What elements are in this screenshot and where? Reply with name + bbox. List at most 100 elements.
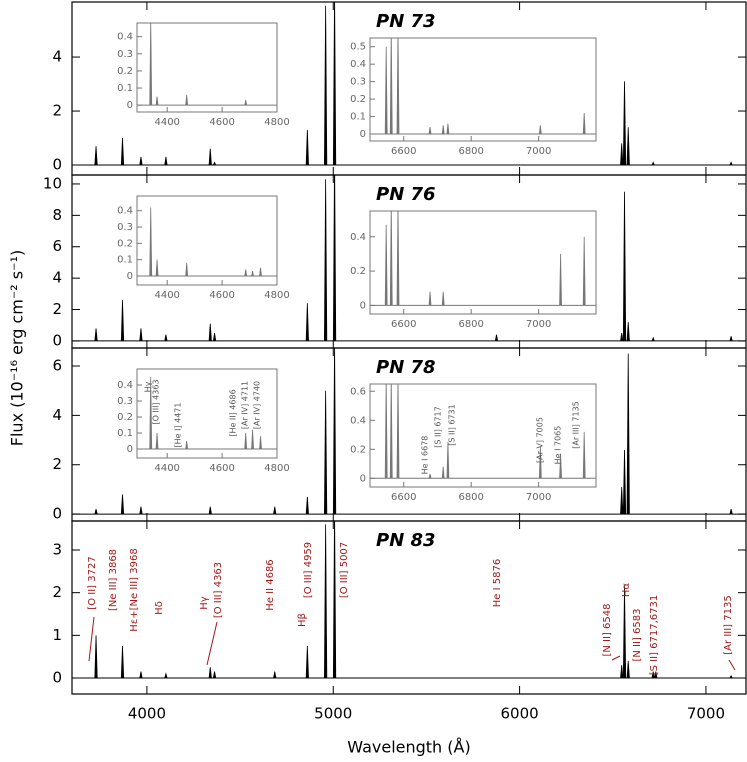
emission-line xyxy=(273,506,277,515)
emission-line xyxy=(729,509,733,515)
emission-line xyxy=(120,494,125,515)
x-tick-label: 6000 xyxy=(501,705,539,723)
inset-frame xyxy=(369,210,597,315)
inset-x-tick-label: 6800 xyxy=(458,492,483,503)
inset-y-tick-label: 0.3 xyxy=(117,222,133,233)
inset-x-tick-label: 4800 xyxy=(264,117,289,128)
emission-line xyxy=(729,336,733,342)
emission-line xyxy=(305,303,309,341)
panel: 0 1 2 3 4000 5000 6000 7000 PN 83 [O II] 3727 [Ne … xyxy=(52,520,747,723)
x-tick-label: 5000 xyxy=(314,705,352,723)
emission-line xyxy=(139,156,143,166)
emission-line xyxy=(428,291,432,306)
inset-frame-bg xyxy=(137,23,277,112)
emission-line xyxy=(273,671,277,679)
inset-y-tick-label: 0 xyxy=(127,100,133,111)
inset-y-tick-label: 0 xyxy=(360,129,366,140)
line-label: He I 6678 xyxy=(421,436,430,475)
inset-y-tick-label: 0.1 xyxy=(350,112,366,123)
inset-frame xyxy=(136,368,278,459)
inset-y-tick-label: 0.2 xyxy=(117,66,133,77)
inset-x-tick-label: 4400 xyxy=(154,463,179,474)
emission-line xyxy=(428,126,432,135)
panel-frame xyxy=(71,520,747,695)
inset-y-tick-label: 0.2 xyxy=(117,412,133,423)
line-label: [Ar V] 7005 xyxy=(536,417,545,463)
emission-line xyxy=(120,138,125,166)
emission-line xyxy=(620,665,624,679)
inset-x-tick-label: 7000 xyxy=(526,492,551,503)
inset-y-tick-label: 0 xyxy=(127,444,133,455)
y-axis-label: Flux (10⁻¹⁶ erg cm⁻² s⁻¹) xyxy=(8,250,27,446)
emission-line xyxy=(212,161,217,166)
line-label: [O III] 5007 xyxy=(339,542,350,598)
inset-x-tick-label: 4800 xyxy=(264,463,289,474)
emission-line xyxy=(384,46,388,135)
emission-line xyxy=(305,129,309,166)
emission-line xyxy=(139,506,143,515)
y-tick-label: 6 xyxy=(52,237,62,255)
emission-line xyxy=(582,236,586,306)
emission-line xyxy=(149,207,153,277)
inset-frame xyxy=(369,383,597,488)
line-label: [S II] 6717,6731 xyxy=(649,595,660,675)
inset-x-tick-label: 4800 xyxy=(264,290,289,301)
line-label: [S II] 6717 xyxy=(434,406,443,447)
emission-line xyxy=(305,496,309,515)
line-label: He I 5876 xyxy=(492,559,503,607)
inset-y-tick-label: 0.4 xyxy=(117,206,133,217)
leader-line xyxy=(728,659,736,671)
emission-line xyxy=(324,524,328,679)
emission-line xyxy=(622,449,627,515)
inset-x-tick-label: 4400 xyxy=(154,117,179,128)
emission-line xyxy=(212,671,217,679)
y-tick-label: 8 xyxy=(52,206,62,224)
line-label: [N II] 6548 xyxy=(602,604,613,657)
inset-x-tick-label: 6800 xyxy=(458,146,483,157)
emission-line xyxy=(620,486,624,515)
emission-line xyxy=(620,143,624,166)
panel: 0 2 4 6 8 10 PN 76 0 0.1 0.2 0.3 0.4 4400 4600 4800 0 0.… xyxy=(43,174,747,349)
emission-line xyxy=(251,271,254,277)
inset-frame xyxy=(136,195,278,286)
inset-y-tick-label: 0 xyxy=(127,271,133,282)
emission-line xyxy=(324,179,328,341)
emission-line xyxy=(441,466,445,479)
emission-line xyxy=(651,671,655,679)
line-label: He I 7065 xyxy=(554,426,563,465)
emission-line xyxy=(396,211,400,306)
line-label: [Ne III] 3868 xyxy=(108,549,119,611)
emission-line xyxy=(324,5,328,166)
emission-line xyxy=(332,521,337,679)
y-tick-label: 10 xyxy=(43,174,62,192)
emission-line xyxy=(729,675,733,679)
inset-y-tick-label: 0.3 xyxy=(117,49,133,60)
y-tick-label: 6 xyxy=(52,357,62,375)
emission-line xyxy=(185,262,189,277)
emission-line xyxy=(94,146,98,166)
line-label: Hγ xyxy=(199,596,210,610)
emission-line xyxy=(441,291,445,306)
emission-line xyxy=(559,253,562,306)
emission-line xyxy=(185,440,189,450)
inset-y-tick-label: 0.2 xyxy=(117,238,133,249)
line-label: [O III] 4363 xyxy=(213,562,224,618)
emission-line xyxy=(428,473,432,479)
emission-line xyxy=(208,148,212,166)
line-label: Hε+[Ne III] 3968 xyxy=(129,548,140,631)
inset-y-tick-label: 0.3 xyxy=(117,396,133,407)
inset-y-tick-label: 0 xyxy=(360,300,366,311)
inset-y-tick-label: 0 xyxy=(360,473,366,484)
emission-line xyxy=(120,300,125,341)
inset-frame xyxy=(369,37,597,142)
emission-line xyxy=(164,334,168,342)
emission-line xyxy=(259,436,262,450)
emission-line xyxy=(389,211,393,306)
inset-frame xyxy=(136,22,278,113)
emission-line xyxy=(324,390,328,515)
inset-frame-bg xyxy=(370,384,596,487)
inset-x-tick-label: 7000 xyxy=(526,146,551,157)
inset-frame-bg xyxy=(137,369,277,458)
inset-x-tick-label: 4600 xyxy=(209,463,234,474)
